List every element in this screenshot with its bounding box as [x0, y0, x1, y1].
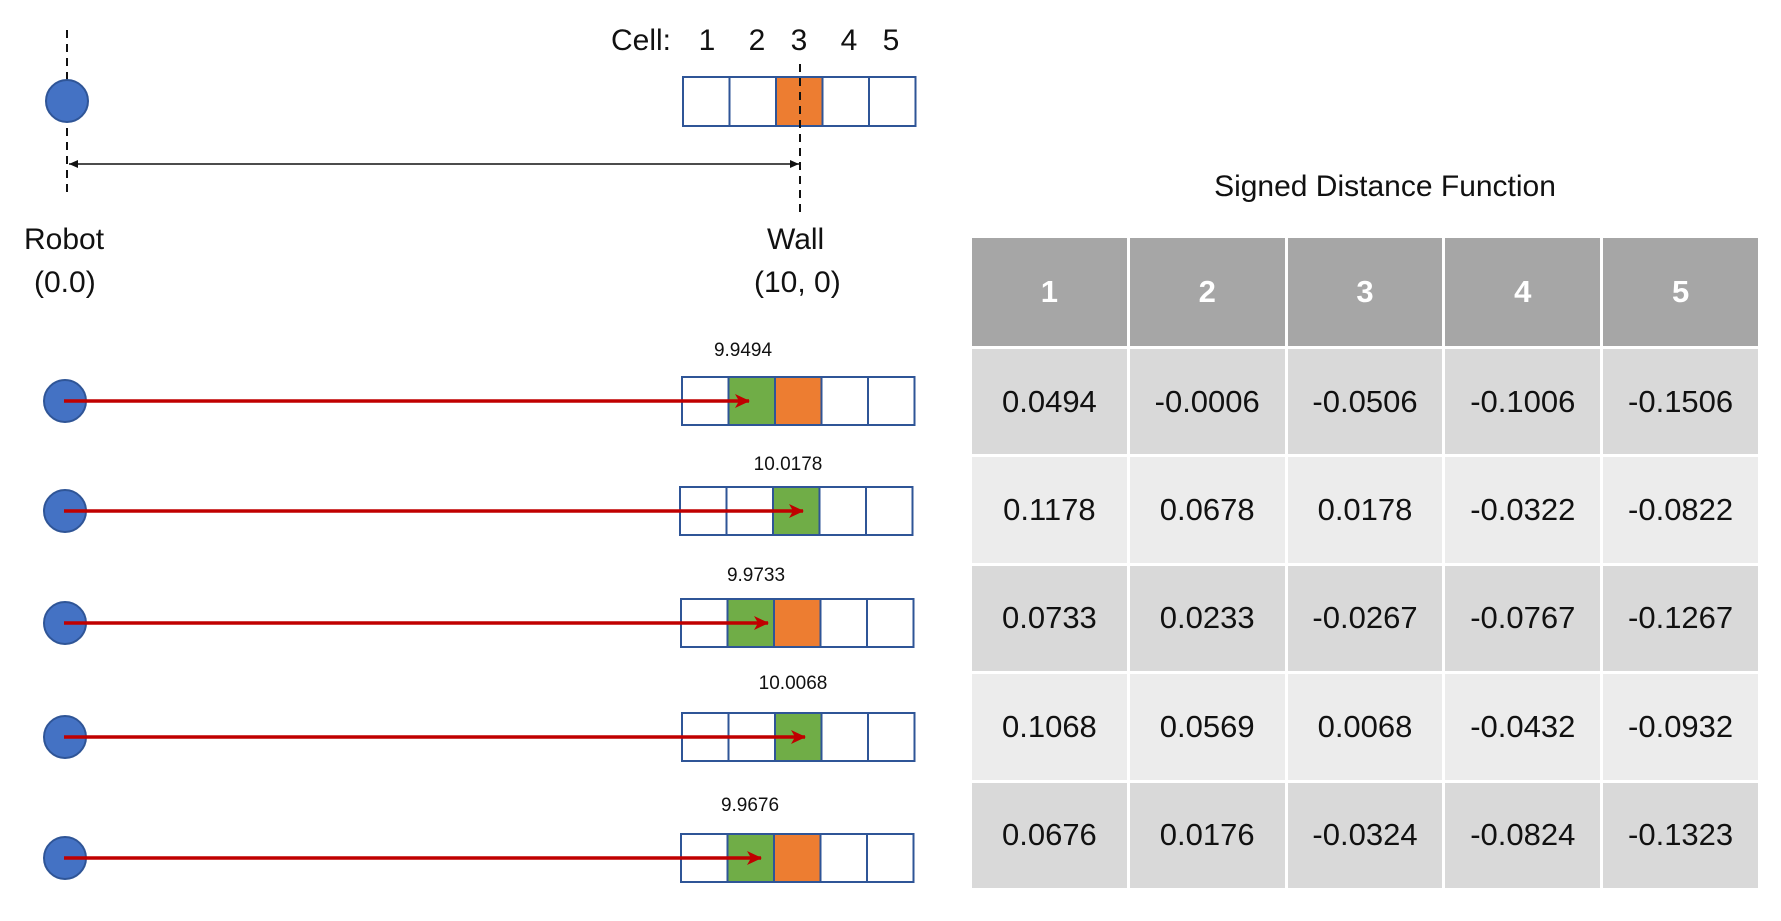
cell-number-3: 3	[790, 24, 808, 57]
cell-number-4: 4	[840, 24, 858, 57]
cell-number-1: 1	[698, 24, 716, 57]
table-cell: -0.0822	[1600, 454, 1761, 566]
top-cell-5	[868, 76, 917, 127]
ray-distance-label-1: 9.9494	[713, 340, 773, 361]
table-cell: -0.0824	[1442, 779, 1604, 892]
table-cell: -0.0267	[1284, 562, 1446, 675]
ray-1-cell-5	[867, 376, 916, 426]
cell-number-2: 2	[748, 24, 766, 57]
ray-row-2	[43, 486, 914, 536]
robot-label: Robot	[24, 223, 105, 256]
table-cell: 0.0569	[1126, 671, 1288, 783]
table-cell: -0.0432	[1442, 671, 1604, 783]
ray-row-1	[43, 376, 916, 426]
table-cell: -0.1323	[1600, 779, 1761, 892]
ray-5-cell-4	[819, 833, 868, 883]
table-cell: -0.1006	[1442, 345, 1604, 458]
table-cell: -0.0506	[1284, 345, 1446, 458]
ray-row-4	[43, 712, 916, 762]
ray-1-cell-3	[774, 376, 823, 426]
ray-4-cell-5	[867, 712, 916, 762]
table-cell: -0.1267	[1600, 562, 1761, 675]
robot-coords: (0.0)	[34, 266, 96, 299]
ray-5-cell-3	[773, 833, 822, 883]
table-cell: -0.0006	[1126, 345, 1288, 458]
cell-label: Cell:	[611, 24, 672, 57]
table-row: 0.1178 0.0678 0.0178 -0.0322 -0.0822	[969, 454, 1761, 566]
table-cell: 0.0176	[1126, 779, 1288, 892]
table-row: 0.0494 -0.0006 -0.0506 -0.1006 -0.1506	[969, 345, 1761, 458]
ray-distance-label-2: 10.0178	[753, 454, 823, 475]
table-cell: -0.0767	[1442, 562, 1604, 675]
table-cell: 0.0678	[1126, 454, 1288, 566]
wall-label: Wall	[767, 223, 825, 256]
ray-2-cell-4	[818, 486, 867, 536]
wall-coords: (10, 0)	[754, 266, 841, 299]
ray-5-cell-5	[866, 833, 915, 883]
table-cell: 0.0233	[1126, 562, 1288, 675]
robot-circle	[45, 79, 89, 123]
top-cell-2	[728, 76, 777, 127]
cell-number-5: 5	[882, 24, 900, 57]
table-header-cell: 2	[1126, 235, 1288, 349]
ray-4-cell-4	[820, 712, 869, 762]
sdf-table: 1 2 3 4 5 0.0494 -0.0006 -0.0506 -0.1006…	[969, 235, 1761, 892]
table-row: 0.1068 0.0569 0.0068 -0.0432 -0.0932	[969, 671, 1761, 783]
table-row: 0.0676 0.0176 -0.0324 -0.0824 -0.1323	[969, 779, 1761, 892]
table-title: Signed Distance Function	[1214, 170, 1556, 203]
table-cell: 0.0494	[969, 345, 1130, 458]
table-header-row: 1 2 3 4 5	[969, 235, 1761, 349]
table-cell: 0.1068	[969, 671, 1130, 783]
top-cell-4	[821, 76, 870, 127]
ray-distance-label-3: 9.9733	[726, 565, 786, 586]
table-cell: 0.1178	[969, 454, 1130, 566]
table-cell: -0.0932	[1600, 671, 1761, 783]
table-cell: 0.0068	[1284, 671, 1446, 783]
ray-distance-label-5: 9.9676	[720, 795, 780, 816]
table-cell: -0.0322	[1442, 454, 1604, 566]
table-header-cell: 5	[1600, 235, 1761, 349]
ray-distance-label-4: 10.0068	[758, 673, 828, 694]
table-cell: -0.0324	[1284, 779, 1446, 892]
ray-2-cell-5	[865, 486, 914, 536]
ray-3-cell-3	[773, 598, 822, 648]
table-header-cell: 4	[1442, 235, 1604, 349]
table-row: 0.0733 0.0233 -0.0267 -0.0767 -0.1267	[969, 562, 1761, 675]
table-cell: -0.1506	[1600, 345, 1761, 458]
table-cell: 0.0733	[969, 562, 1130, 675]
ray-3-cell-5	[866, 598, 915, 648]
ray-rows	[43, 376, 916, 883]
ray-3-cell-4	[819, 598, 868, 648]
ray-row-3	[43, 598, 915, 648]
table-header-cell: 3	[1284, 235, 1446, 349]
table-cell: 0.0676	[969, 779, 1130, 892]
ray-row-5	[43, 833, 915, 883]
top-cell-strip	[682, 76, 917, 127]
table-cell: 0.0178	[1284, 454, 1446, 566]
top-cell-1	[682, 76, 731, 127]
ray-1-cell-4	[820, 376, 869, 426]
table-header-cell: 1	[969, 235, 1130, 349]
